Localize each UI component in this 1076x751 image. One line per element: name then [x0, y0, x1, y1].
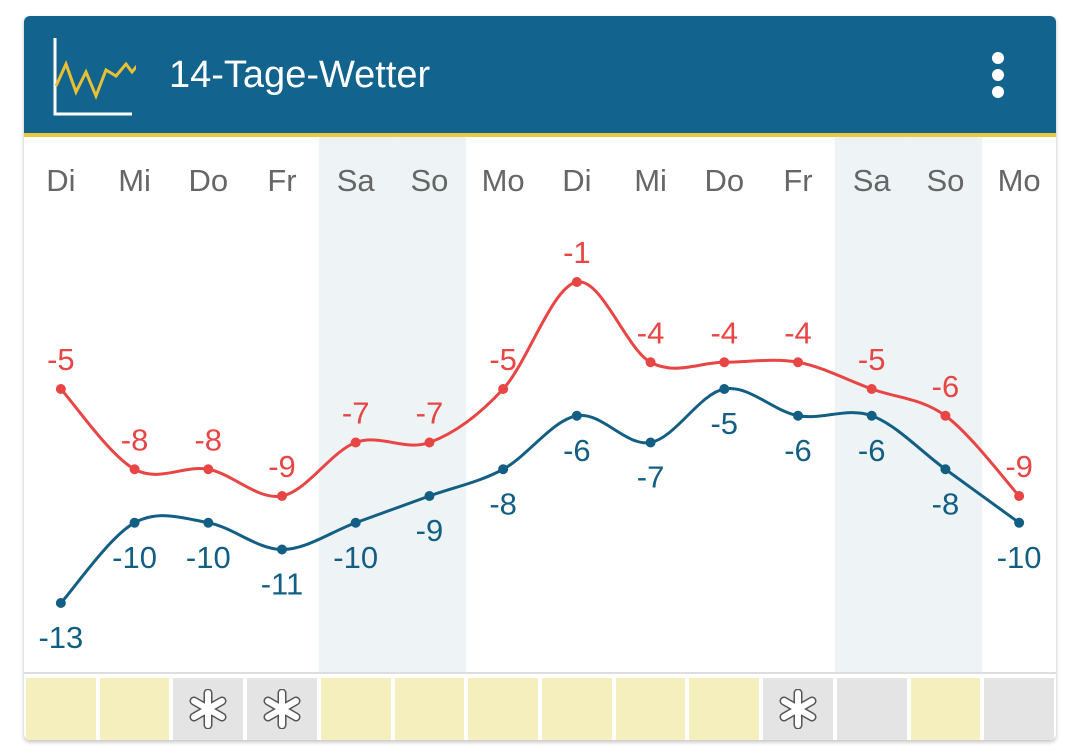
max-point [719, 357, 730, 368]
more-vertical-icon[interactable] [992, 52, 1006, 103]
widget-title: 14-Tage-Wetter [169, 54, 431, 96]
min-value-label: -8 [932, 486, 960, 521]
min-value-label: -10 [333, 540, 378, 575]
max-point [940, 410, 951, 421]
max-value-label: -4 [637, 315, 665, 350]
day-label: Fr [783, 163, 812, 198]
min-value-label: -8 [489, 486, 517, 521]
max-value-label: -4 [784, 315, 812, 350]
min-value-label: -7 [637, 460, 665, 495]
day-label: Mo [998, 163, 1041, 198]
weekend-band [392, 137, 467, 672]
min-value-label: -11 [261, 567, 304, 602]
min-point [940, 464, 951, 475]
max-value-label: -5 [47, 342, 75, 377]
snowflake-icon [263, 689, 301, 729]
max-value-label: -8 [194, 422, 222, 457]
weather-cell-sun[interactable] [910, 678, 981, 740]
min-point [203, 517, 214, 528]
min-point [645, 437, 656, 448]
min-temperature-line [59, 387, 1021, 605]
day-label: Di [46, 163, 75, 198]
weather-cell-sun[interactable] [689, 678, 760, 740]
max-point [129, 464, 140, 475]
day-label: Sa [853, 163, 892, 198]
max-point [645, 357, 656, 368]
widget-header: 14-Tage-Wetter [24, 16, 1056, 137]
max-point [350, 437, 361, 448]
day-label: So [926, 163, 964, 198]
max-point [571, 277, 582, 287]
day-label: Do [188, 163, 228, 198]
max-value-label: -5 [858, 342, 886, 377]
max-value-label: -9 [268, 449, 296, 484]
max-point [424, 437, 435, 448]
weather-cell-snow[interactable] [173, 678, 244, 740]
min-point [55, 598, 66, 608]
weather-cell-sun[interactable] [615, 678, 686, 740]
weather-cell-sun[interactable] [468, 678, 538, 740]
max-point [498, 384, 509, 394]
chart-line-icon [53, 38, 136, 116]
max-point [277, 491, 287, 501]
min-value-label: -6 [563, 433, 591, 468]
day-label: Do [704, 163, 744, 198]
weather-cell-sun[interactable] [394, 678, 465, 740]
max-value-label: -6 [932, 369, 960, 404]
min-point [719, 384, 730, 394]
weekend-band [318, 137, 393, 672]
min-point [1014, 517, 1025, 528]
max-value-label: -5 [489, 342, 517, 377]
day-label: Di [562, 163, 591, 198]
min-value-label: -10 [997, 540, 1042, 575]
min-point [866, 410, 877, 421]
day-label: Mi [118, 163, 151, 198]
min-point [129, 517, 140, 528]
weather-cell-cloud[interactable] [984, 678, 1054, 740]
weather-cell-sun[interactable] [26, 678, 96, 740]
min-point [277, 544, 287, 555]
min-value-label: -9 [416, 513, 444, 548]
weather-cell-sun[interactable] [99, 678, 170, 740]
min-value-label: -6 [858, 433, 886, 468]
temperature-chart: Di Mi Do Fr Sa So Mo Di Mi Do Fr Sa So Mo -5 -8 -8 -9 -7 -7… [38, 137, 1042, 672]
min-value-label: -6 [784, 433, 812, 468]
min-point [424, 491, 435, 501]
min-value-label: -13 [38, 620, 83, 655]
weather-cell-cloud[interactable] [836, 678, 907, 740]
max-value-label: -9 [1005, 449, 1033, 484]
max-point [55, 384, 66, 394]
snowflake-icon [189, 689, 227, 729]
day-label: Mi [634, 163, 667, 198]
max-point [203, 464, 214, 475]
max-point [793, 357, 803, 368]
weekend-band [834, 137, 909, 672]
weather-strip [24, 672, 1056, 740]
min-point [793, 410, 803, 421]
weather-cell-sun[interactable] [320, 678, 391, 740]
weather-cell-sun[interactable] [542, 678, 612, 740]
weekend-band [908, 137, 983, 672]
snowflake-icon [779, 689, 817, 729]
max-value-label: -7 [416, 396, 444, 431]
day-label: Mo [482, 163, 525, 198]
max-value-label: -8 [121, 422, 149, 457]
weather-widget: 14-Tage-Wetter Di Mi Do Fr Sa So Mo Di Mi Do Fr Sa S… [24, 16, 1056, 740]
weather-cell-snow[interactable] [763, 678, 833, 740]
max-value-label: -7 [342, 396, 370, 431]
min-point [571, 410, 582, 421]
weather-cell-snow[interactable] [247, 678, 317, 740]
max-value-label: -1 [563, 235, 591, 270]
max-value-label: -4 [710, 315, 738, 350]
day-label: Sa [337, 163, 376, 198]
max-point [866, 384, 877, 394]
min-point [350, 517, 361, 528]
max-point [1014, 491, 1025, 501]
min-value-label: -5 [710, 406, 738, 441]
min-point [498, 464, 509, 475]
min-value-label: -10 [112, 540, 157, 575]
day-label: So [410, 163, 448, 198]
day-label: Fr [267, 163, 296, 198]
min-value-label: -10 [186, 540, 231, 575]
